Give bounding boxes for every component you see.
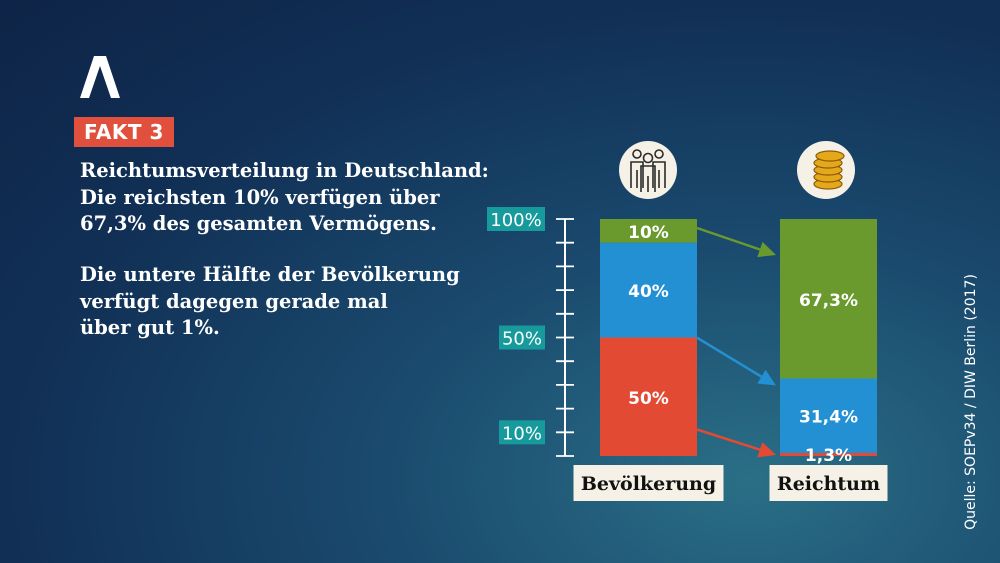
category-label-box <box>573 465 724 501</box>
category-label-box <box>769 465 888 501</box>
body-line: über gut 1%. <box>80 316 220 339</box>
data-label: 67,3% <box>799 291 858 311</box>
arrow-head <box>757 241 776 258</box>
bar-segment <box>600 242 697 338</box>
data-label: 10% <box>628 223 669 243</box>
logo-icon <box>80 56 120 98</box>
y-tick-label: 100% <box>490 210 541 231</box>
headline-line: Die reichsten 10% verfügen über <box>80 185 440 209</box>
y-tick-label: 10% <box>502 423 542 444</box>
people-icon <box>619 141 677 199</box>
fact-badge: FAKT 3 <box>74 117 174 147</box>
arrow-line <box>696 336 763 378</box>
arrow-head <box>757 369 776 386</box>
headline-text: Reichtumsverteilung in Deutschland: Die … <box>80 158 489 238</box>
y-tick-label-box <box>499 325 545 350</box>
y-tick-label-box <box>499 420 545 445</box>
category-label: Bevölkerung <box>581 473 716 495</box>
body-line: Die untere Hälfte der Bevölkerung <box>80 263 460 286</box>
y-tick-label-box <box>487 207 545 231</box>
headline-line: 67,3% des gesamten Vermögens. <box>80 212 437 235</box>
body-text: Die untere Hälfte der Bevölkerung verfüg… <box>80 262 460 342</box>
data-label: 50% <box>628 389 669 409</box>
y-tick-label: 50% <box>502 329 542 350</box>
coins-icon <box>797 141 855 199</box>
data-label: 31,4% <box>799 408 858 428</box>
arrow-head <box>757 442 776 458</box>
arrow-line <box>696 428 761 451</box>
data-label: 40% <box>628 282 669 302</box>
bar-segment <box>600 337 697 456</box>
bar-segment <box>600 219 697 243</box>
y-axis: 10% 50% 100% <box>487 207 574 457</box>
category-label: Reichtum <box>777 473 880 495</box>
body-line: verfügt dagegen gerade mal <box>80 289 388 313</box>
bar-segment <box>780 219 877 379</box>
arrow-line <box>696 226 761 251</box>
data-label: 1,3% <box>805 446 852 466</box>
bar-segment <box>780 378 877 453</box>
headline-line: Reichtumsverteilung in Deutschland: <box>80 159 489 182</box>
source-note: Quelle: SOEPv34 / DIW Berlin (2017) <box>963 274 979 530</box>
bar-segment <box>780 452 877 456</box>
